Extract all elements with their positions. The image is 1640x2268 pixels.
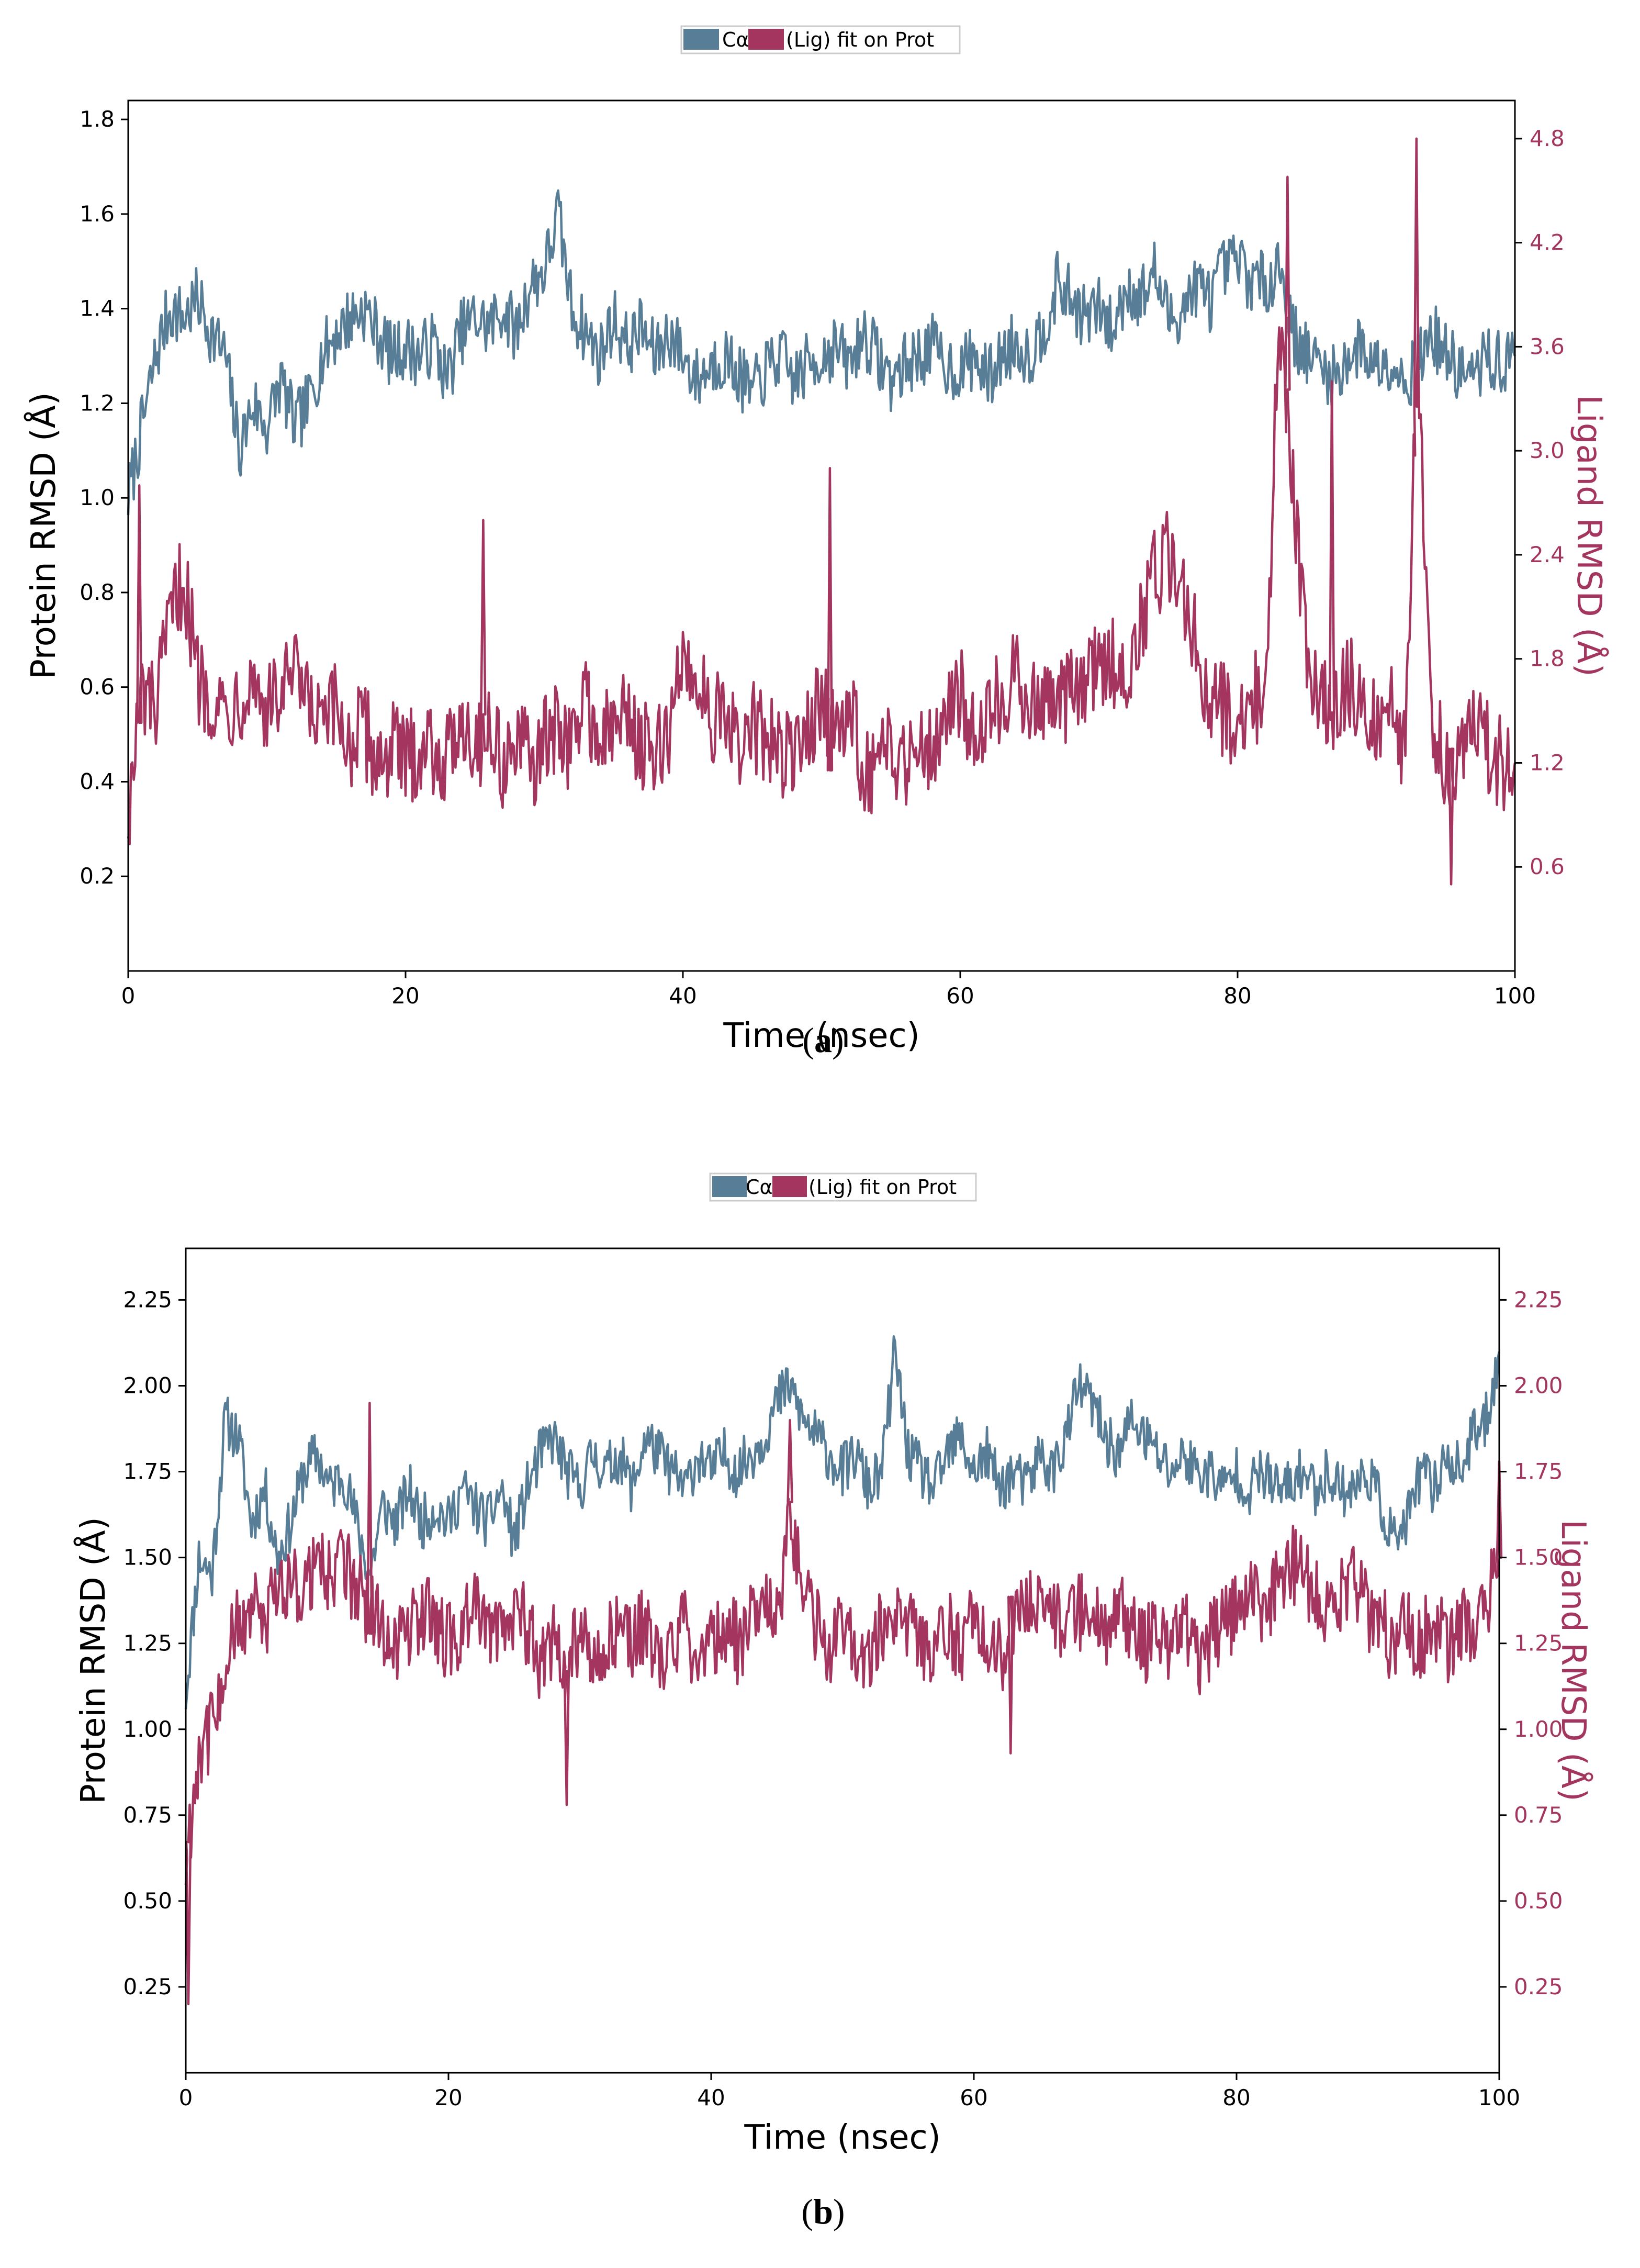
y-right-tick-label: 2.00 [1514,1373,1563,1399]
plot-area-b: 0 20 40 60 80 100 0.25 0.50 0.75 1.00 1.25 1.50 1.75… [73,1247,1593,2157]
y-right-tick-label: 3.6 [1530,333,1565,359]
legend-swatch-ligand [748,29,784,50]
legend-swatch-protein [683,29,719,50]
legend-box [680,25,961,54]
caption-a-letter: a [814,1020,832,1060]
chart-a: Cα (Lig) fit on Prot 0 20 40 60 80 1000.20.40… [24,25,1609,1060]
x-tick-label: 100 [1478,2085,1520,2110]
x-axis-label: Time (nsec) [744,2118,940,2157]
y-left-tick-label: 1.50 [123,1545,172,1570]
y-right-tick-label: 1.25 [1514,1630,1563,1656]
y-right-tick-label: 4.2 [1530,230,1565,255]
y-left-tick-label: 1.0 [80,485,115,510]
y-left-tick-label: 2.00 [123,1373,172,1399]
x-axis-label: Time (nsec) [723,1016,919,1055]
y-right-tick-label: 1.50 [1514,1545,1563,1570]
y-left-tick-label: 0.75 [123,1802,172,1828]
legend-a: Cα (Lig) fit on Prot [680,25,961,54]
y-left-tick-label: 0.50 [123,1888,172,1914]
y-left-tick-label: 1.75 [123,1459,172,1484]
x-tick-label: 80 [1222,2085,1250,2110]
y-right-tick-label: 0.25 [1514,1974,1563,1999]
y-right-tick-label: 0.50 [1514,1888,1563,1914]
y-right-tick-label: 1.75 [1514,1459,1563,1484]
x-tick-label: 20 [434,2085,462,2110]
y-right-tick-label: 4.8 [1530,126,1565,151]
legend-label-ligand: (Lig) fit on Prot [808,1176,957,1199]
series-line-ligand [127,137,1517,886]
legend-label-protein: Cα [746,1176,773,1199]
series-line-protein [184,1335,1501,1710]
y-left-tick-label: 2.25 [123,1287,172,1312]
y-left-tick-label: 0.25 [123,1974,172,1999]
y-right-tick-label: 1.8 [1530,646,1565,672]
y-right-tick-label: 1.00 [1514,1716,1563,1742]
caption-b: (b) [801,2192,845,2231]
y-right-tick-label: 1.2 [1530,750,1565,775]
y-left-tick-label: 0.4 [80,768,115,794]
y-left-tick-label: 0.6 [80,674,115,700]
y-right-tick-label: 0.75 [1514,1802,1563,1828]
y-left-tick-label: 1.25 [123,1630,172,1656]
plot-frame [185,1247,1500,2074]
legend-swatch-ligand [772,1176,807,1197]
series-line-protein [127,189,1517,516]
series-line-ligand [184,1402,1503,2006]
y-right-axis-label: Ligand RMSD (Å) [1569,395,1609,676]
chart-b: Cα (Lig) fit on Prot 0 20 40 60 80 100 0.25 0.5… [73,1172,1593,2231]
plot-frame [127,99,1516,972]
x-tick-label: 40 [669,983,697,1009]
legend-b: Cα (Lig) fit on Prot [709,1172,977,1202]
x-tick-label: 80 [1223,983,1251,1009]
y-right-axis-label: Ligand RMSD (Å) [1554,1520,1593,1801]
y-left-axis-label: Protein RMSD (Å) [73,1517,113,1804]
legend-box [709,1172,977,1202]
y-right-tick-label: 3.0 [1530,438,1565,463]
caption-b-letter: b [813,2192,833,2231]
legend-label-protein: Cα [722,28,749,51]
y-left-tick-label: 1.4 [80,296,115,321]
x-tick-label: 40 [697,2085,725,2110]
y-left-tick-label: 1.2 [80,390,115,416]
x-tick-label: 100 [1494,983,1536,1009]
plot-area-a: 0 20 40 60 80 100 0.2 0.4 0.6 0.8 1.0 1.2 1.4 1.6 1.8 0… [24,99,1609,1055]
y-right-tick-label: 2.4 [1530,542,1565,567]
y-left-tick-label: 0.2 [80,863,115,889]
caption-a: (a) [802,1020,844,1060]
x-tick-label: 20 [391,983,419,1009]
y-right-tick-label: 0.6 [1530,854,1565,879]
x-tick-label: 0 [121,983,136,1009]
y-left-axis-label: Protein RMSD (Å) [24,392,63,679]
y-left-tick-label: 1.8 [80,106,115,132]
x-tick-label: 60 [946,983,974,1009]
y-left-tick-label: 1.00 [123,1716,172,1742]
y-right-tick-label: 2.25 [1514,1287,1563,1312]
x-tick-label: 60 [960,2085,987,2110]
x-tick-label: 0 [179,2085,193,2110]
y-left-tick-label: 0.8 [80,579,115,605]
y-left-tick-label: 1.6 [80,201,115,227]
legend-swatch-protein [712,1176,747,1197]
legend-label-ligand: (Lig) fit on Prot [786,28,934,51]
